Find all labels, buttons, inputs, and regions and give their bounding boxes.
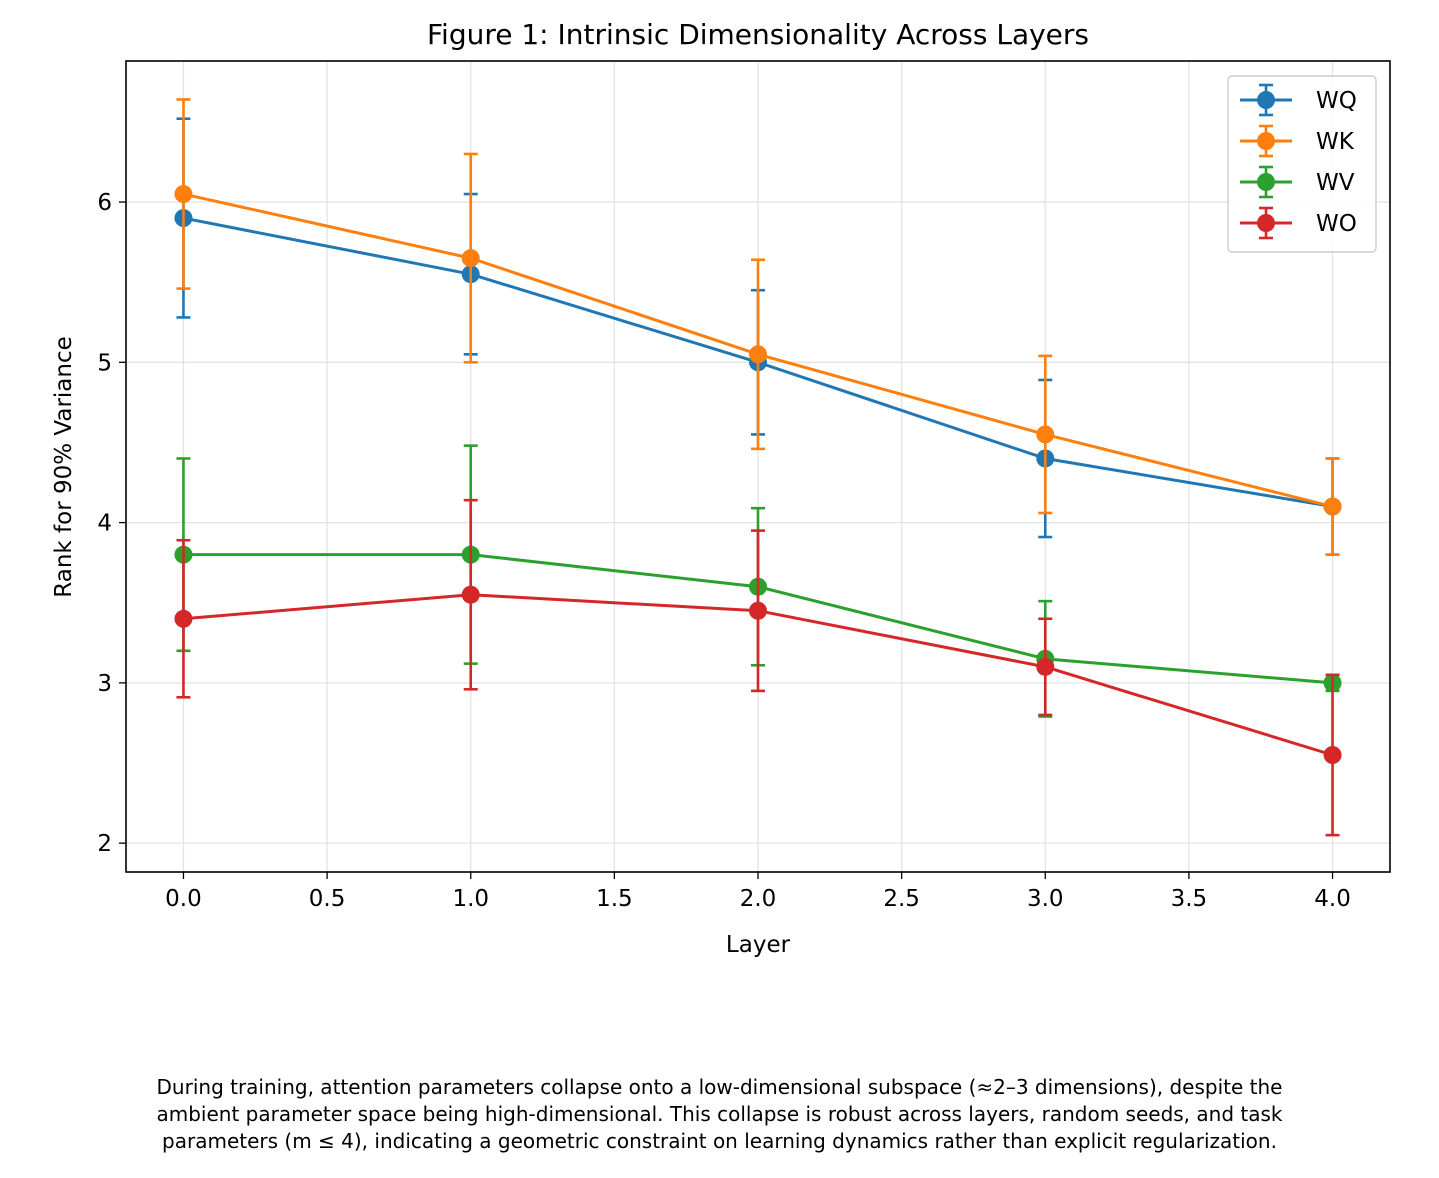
- legend-item-wo: WO: [1240, 206, 1357, 240]
- caption-line: During training, attention parameters co…: [156, 1075, 1283, 1099]
- caption-line: parameters (m ≤ 4), indicating a geometr…: [162, 1129, 1277, 1153]
- y-tick-label: 4: [97, 511, 112, 537]
- y-axis-label: Rank for 90% Variance: [51, 336, 77, 598]
- legend-marker: [1257, 173, 1275, 191]
- y-tick-label: 5: [97, 350, 112, 376]
- data-point: [174, 609, 193, 628]
- x-tick-label: 2.0: [740, 886, 777, 912]
- series-wo: [174, 498, 1342, 837]
- legend-label: WV: [1316, 170, 1355, 196]
- x-axis-label: Layer: [726, 932, 791, 958]
- legend-marker: [1257, 214, 1275, 232]
- series-wk: [174, 98, 1342, 556]
- x-tick-label: 1.5: [596, 886, 633, 912]
- legend-item-wq: WQ: [1240, 83, 1357, 117]
- x-tick-label: 2.5: [883, 886, 920, 912]
- data-point: [174, 185, 193, 204]
- data-point: [461, 585, 480, 604]
- y-tick-label: 2: [97, 831, 112, 857]
- data-point: [749, 345, 767, 364]
- legend-label: WK: [1316, 129, 1355, 155]
- data-point: [1036, 657, 1055, 676]
- x-tick-label: 3.5: [1171, 886, 1208, 912]
- x-tick-label: 3.0: [1027, 886, 1064, 912]
- data-point: [1036, 425, 1055, 444]
- figure-caption: During training, attention parameters co…: [0, 1074, 1439, 1155]
- caption-line: ambient parameter space being high-dimen…: [156, 1102, 1283, 1126]
- legend-item-wv: WV: [1240, 165, 1355, 199]
- legend: WQ WK WV WO: [1227, 75, 1377, 253]
- grid: [126, 61, 1390, 872]
- y-tick-label: 6: [97, 190, 112, 216]
- chart-title: Figure 1: Intrinsic Dimensionality Acros…: [427, 18, 1089, 51]
- x-tick-label: 1.0: [452, 886, 489, 912]
- legend-marker: [1257, 91, 1275, 109]
- data-point: [461, 249, 480, 268]
- x-tick-label: 0.5: [309, 886, 346, 912]
- y-tick-label: 3: [97, 671, 112, 697]
- ticks: 0.0 0.5 1.0 1.5 2.0 2.5 3.0 3.5 4.0 2 3 4 5 6: [97, 190, 1350, 912]
- x-tick-label: 4.0: [1314, 886, 1351, 912]
- x-tick-label: 0.0: [165, 886, 202, 912]
- data-point: [1323, 497, 1342, 516]
- legend-marker: [1257, 132, 1275, 150]
- legend-item-wk: WK: [1240, 124, 1355, 158]
- legend-label: WQ: [1316, 88, 1357, 114]
- legend-label: WO: [1316, 211, 1357, 237]
- data-point: [1323, 745, 1342, 764]
- data-point: [749, 601, 767, 620]
- series-layer: [174, 98, 1342, 837]
